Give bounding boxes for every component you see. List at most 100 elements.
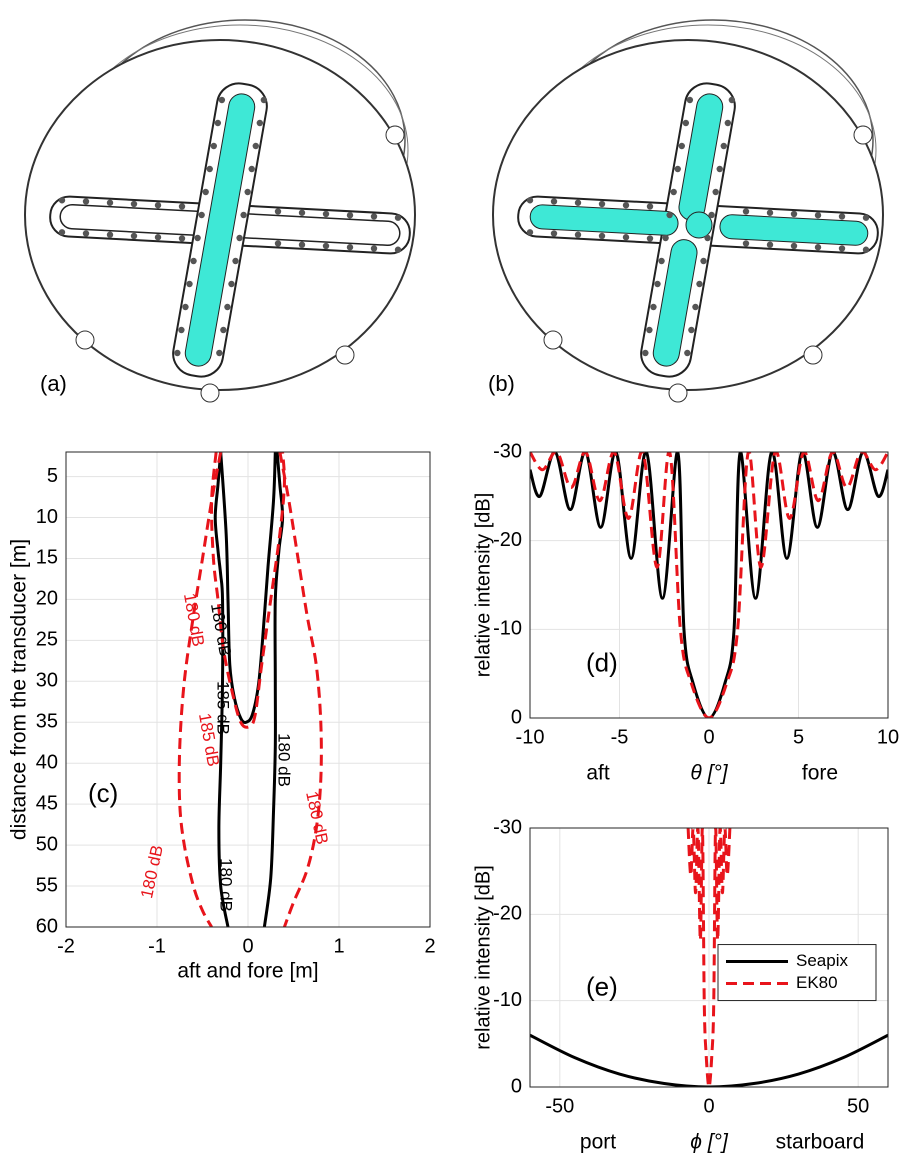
x-axis-label: ϕ [°] [690, 1131, 729, 1154]
y-tick-label: 10 [36, 506, 58, 528]
curve [530, 452, 888, 718]
array [184, 93, 256, 367]
x-tick-label: -2 [57, 935, 75, 957]
bolt [838, 245, 846, 252]
y-axis-label: distance from the transducer [m] [8, 539, 31, 840]
bolt [728, 96, 736, 104]
x-axis-label: aft and fore [m] [177, 960, 318, 983]
y-tick-label: 40 [36, 751, 58, 773]
contour-label: 185 dB [214, 681, 233, 735]
bolt [200, 383, 220, 403]
y-tick-label: 0 [511, 1075, 522, 1097]
x-tick-label: 50 [847, 1095, 869, 1117]
x-axis-label: port [580, 1131, 616, 1154]
plot [530, 452, 888, 718]
y-tick-label: 30 [36, 670, 58, 692]
bolt [216, 349, 223, 357]
bolt [712, 188, 719, 196]
transducer-b [492, 19, 884, 403]
x-tick-label: 10 [877, 726, 899, 748]
bolt [720, 142, 727, 150]
curve [262, 452, 285, 927]
panel-label: (d) [586, 648, 618, 678]
x-tick-label: 5 [793, 726, 804, 748]
x-tick-label: -5 [611, 726, 629, 748]
y-tick-label: 20 [36, 588, 58, 610]
bolt [692, 303, 699, 311]
bolt [674, 165, 681, 173]
bolt [646, 235, 654, 242]
bolt [724, 119, 732, 127]
y-tick-label: -20 [493, 903, 522, 925]
bolt [322, 242, 330, 250]
y-tick-label: 50 [36, 833, 58, 855]
legend-label: EK80 [796, 973, 838, 992]
bolt [803, 345, 823, 365]
array [685, 211, 713, 239]
bolt [224, 303, 231, 311]
bolt [186, 280, 193, 288]
bolt [232, 257, 239, 265]
bolt [574, 199, 582, 206]
x-tick-label: 1 [333, 935, 344, 957]
bolt [210, 142, 217, 150]
bolt [766, 209, 774, 216]
bolt [75, 330, 95, 350]
bolt [198, 211, 205, 219]
bolt [658, 257, 665, 265]
bolt [678, 142, 685, 150]
bolt [646, 203, 654, 210]
bolt [194, 234, 201, 242]
bolt [346, 244, 354, 251]
bolt [182, 303, 189, 311]
x-tick-label: -10 [516, 726, 545, 748]
bolt [206, 165, 213, 173]
bolt [154, 234, 162, 241]
bolt [370, 213, 378, 220]
bolt [650, 303, 657, 311]
bolt [130, 200, 138, 208]
y-tick-label: 15 [36, 547, 58, 569]
panel-label: (a) [40, 371, 67, 396]
bolt [716, 165, 723, 173]
curve [177, 452, 223, 927]
curve [278, 452, 323, 927]
bolt [106, 231, 114, 238]
bolt [58, 229, 66, 236]
bolt [790, 210, 798, 218]
curve [686, 828, 732, 1087]
bolt [274, 208, 282, 215]
bolt [248, 165, 255, 173]
bolt [260, 96, 268, 104]
bolt [696, 280, 703, 288]
bolt [550, 198, 558, 205]
plot-frame [65, 451, 431, 928]
plot-frame [529, 451, 889, 719]
bolt [662, 234, 669, 242]
y-tick-label: 35 [36, 711, 58, 733]
x-tick-label: 0 [703, 726, 714, 748]
curve [530, 1033, 888, 1087]
bolt [622, 234, 630, 241]
bolt [708, 211, 715, 219]
bolt [853, 125, 873, 145]
bolt [526, 197, 534, 204]
y-tick-label: -20 [493, 529, 522, 551]
chart: -50 0 50 -30 -20 -10 0 port ϕ [°] starboard relati… [472, 816, 889, 1154]
x-tick-label: -1 [148, 935, 166, 957]
bolt [394, 246, 402, 253]
bolt [274, 240, 282, 247]
bolt [82, 230, 90, 237]
bolt [244, 188, 251, 196]
curve [530, 452, 888, 718]
bolt [220, 326, 227, 334]
bolt [154, 202, 162, 209]
bolt [256, 119, 264, 127]
curve [213, 452, 230, 927]
x-axis-label: fore [802, 762, 838, 785]
bolt [704, 234, 711, 242]
bolt [700, 257, 707, 265]
